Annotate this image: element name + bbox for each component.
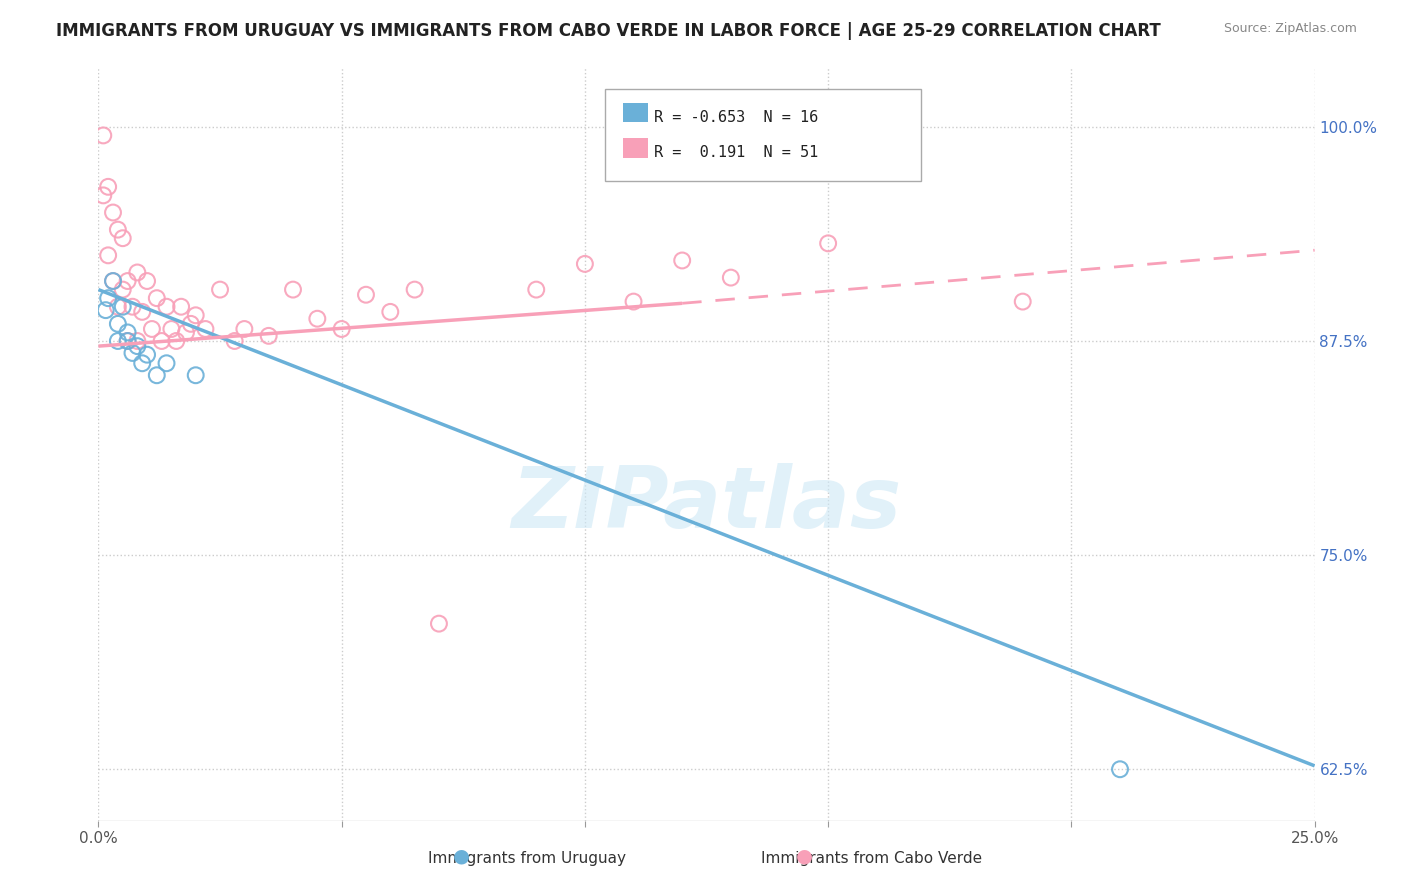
Point: [307, 311, 329, 326]
Point: [136, 274, 159, 288]
Point: [117, 334, 139, 348]
Point: [121, 300, 143, 314]
Point: [150, 334, 173, 348]
Point: [404, 283, 426, 297]
Point: [97, 291, 120, 305]
Point: [574, 257, 596, 271]
Point: [117, 274, 139, 288]
Point: [107, 222, 129, 236]
Point: [427, 616, 450, 631]
Point: [281, 283, 304, 297]
Point: [91, 128, 114, 143]
Text: R = -0.653  N = 16: R = -0.653 N = 16: [654, 110, 818, 125]
Point: [111, 300, 134, 314]
Text: Immigrants from Uruguay: Immigrants from Uruguay: [429, 851, 626, 865]
Point: [180, 317, 202, 331]
Point: [91, 188, 114, 202]
Point: [97, 179, 120, 194]
Point: [354, 287, 377, 301]
Point: [720, 270, 742, 285]
Point: [174, 326, 197, 340]
Point: [155, 356, 177, 370]
Text: ZIPatlas: ZIPatlas: [512, 463, 901, 546]
Point: [141, 322, 163, 336]
Point: [1109, 762, 1132, 776]
Point: [380, 305, 402, 319]
Point: [1011, 294, 1033, 309]
Point: [146, 368, 169, 383]
Point: [127, 334, 149, 348]
Point: [97, 248, 120, 262]
Point: [94, 303, 117, 318]
Point: [131, 356, 153, 370]
Point: [184, 308, 207, 322]
Point: [817, 236, 839, 251]
Point: [101, 274, 124, 288]
Point: [107, 317, 129, 331]
Text: Source: ZipAtlas.com: Source: ZipAtlas.com: [1223, 22, 1357, 36]
Point: [107, 300, 129, 314]
Point: [127, 339, 149, 353]
Text: IMMIGRANTS FROM URUGUAY VS IMMIGRANTS FROM CABO VERDE IN LABOR FORCE | AGE 25-29: IMMIGRANTS FROM URUGUAY VS IMMIGRANTS FR…: [56, 22, 1161, 40]
Point: [170, 300, 193, 314]
Point: [117, 334, 139, 348]
Point: [209, 283, 232, 297]
Point: [524, 283, 547, 297]
Point: [224, 334, 246, 348]
Point: [184, 368, 207, 383]
Point: [101, 205, 124, 219]
Point: [671, 253, 693, 268]
Text: R =  0.191  N = 51: R = 0.191 N = 51: [654, 145, 818, 161]
Point: [136, 348, 159, 362]
Point: [257, 329, 280, 343]
Point: [194, 322, 217, 336]
Point: [117, 326, 139, 340]
Point: [131, 305, 153, 319]
Text: ●: ●: [796, 847, 813, 866]
Point: [111, 231, 134, 245]
Point: [233, 322, 256, 336]
Point: [330, 322, 353, 336]
Point: [111, 283, 134, 297]
Point: [101, 274, 124, 288]
Point: [107, 334, 129, 348]
Text: ●: ●: [453, 847, 470, 866]
Point: [146, 291, 169, 305]
Point: [121, 346, 143, 360]
Point: [155, 300, 177, 314]
Point: [160, 322, 183, 336]
Point: [127, 265, 149, 279]
Text: Immigrants from Cabo Verde: Immigrants from Cabo Verde: [761, 851, 983, 865]
Point: [165, 334, 187, 348]
Point: [623, 294, 645, 309]
